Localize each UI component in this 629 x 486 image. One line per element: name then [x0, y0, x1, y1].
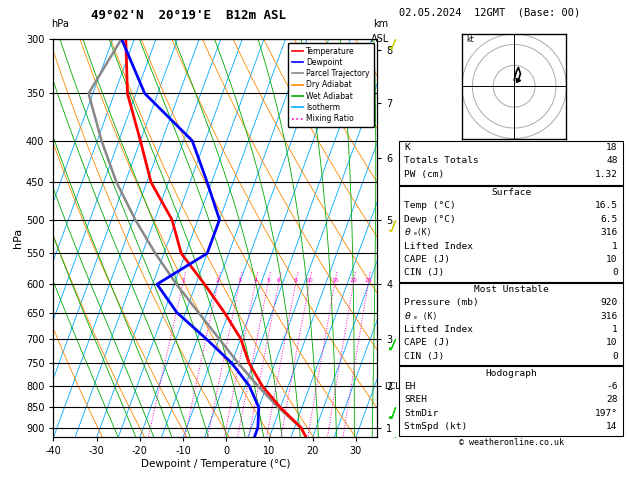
- Text: 02.05.2024  12GMT  (Base: 00): 02.05.2024 12GMT (Base: 00): [399, 7, 581, 17]
- Text: kt: kt: [466, 35, 474, 44]
- Text: 5: 5: [266, 278, 270, 283]
- Text: 10: 10: [606, 255, 618, 264]
- Text: 316: 316: [601, 312, 618, 321]
- Text: © weatheronline.co.uk: © weatheronline.co.uk: [459, 438, 564, 448]
- Text: 197°: 197°: [594, 409, 618, 418]
- Text: CAPE (J): CAPE (J): [404, 338, 450, 347]
- Text: 16.5: 16.5: [594, 201, 618, 210]
- Text: 6: 6: [277, 278, 281, 283]
- Text: 0: 0: [612, 268, 618, 278]
- Text: θ: θ: [404, 228, 410, 237]
- Text: PW (cm): PW (cm): [404, 170, 445, 179]
- Text: Most Unstable: Most Unstable: [474, 285, 548, 294]
- Text: 1: 1: [612, 325, 618, 334]
- Text: StmDir: StmDir: [404, 409, 439, 418]
- Text: 920: 920: [601, 298, 618, 308]
- Text: 49°02'N  20°19'E  B12m ASL: 49°02'N 20°19'E B12m ASL: [91, 9, 286, 22]
- Text: Totals Totals: Totals Totals: [404, 156, 479, 166]
- Text: 1.32: 1.32: [594, 170, 618, 179]
- Text: CIN (J): CIN (J): [404, 352, 445, 361]
- Text: 3: 3: [238, 278, 242, 283]
- Text: StmSpd (kt): StmSpd (kt): [404, 422, 468, 431]
- Text: ₑ(K): ₑ(K): [413, 228, 432, 237]
- Text: 18: 18: [606, 143, 618, 152]
- Text: 2: 2: [216, 278, 220, 283]
- Text: EH: EH: [404, 382, 416, 391]
- Text: -6: -6: [606, 382, 618, 391]
- Text: Lifted Index: Lifted Index: [404, 242, 474, 251]
- Text: LCL: LCL: [384, 382, 400, 391]
- Text: Surface: Surface: [491, 188, 531, 197]
- Text: 10: 10: [306, 278, 313, 283]
- Text: Temp (°C): Temp (°C): [404, 201, 456, 210]
- Text: Dewp (°C): Dewp (°C): [404, 215, 456, 224]
- Text: 14: 14: [606, 422, 618, 431]
- Text: 20: 20: [350, 278, 357, 283]
- Text: CAPE (J): CAPE (J): [404, 255, 450, 264]
- X-axis label: Dewpoint / Temperature (°C): Dewpoint / Temperature (°C): [141, 459, 290, 469]
- Text: 0: 0: [612, 352, 618, 361]
- Text: ₑ (K): ₑ (K): [413, 312, 437, 321]
- Text: 6.5: 6.5: [601, 215, 618, 224]
- Text: 25: 25: [364, 278, 372, 283]
- Text: 1: 1: [612, 242, 618, 251]
- Text: Lifted Index: Lifted Index: [404, 325, 474, 334]
- Text: CIN (J): CIN (J): [404, 268, 445, 278]
- Text: 15: 15: [331, 278, 339, 283]
- Y-axis label: hPa: hPa: [13, 228, 23, 248]
- Text: 48: 48: [606, 156, 618, 166]
- Text: SREH: SREH: [404, 395, 428, 404]
- Text: 1: 1: [181, 278, 185, 283]
- Text: Pressure (mb): Pressure (mb): [404, 298, 479, 308]
- Text: 28: 28: [606, 395, 618, 404]
- Text: 316: 316: [601, 228, 618, 237]
- Legend: Temperature, Dewpoint, Parcel Trajectory, Dry Adiabat, Wet Adiabat, Isotherm, Mi: Temperature, Dewpoint, Parcel Trajectory…: [288, 43, 374, 127]
- Text: K: K: [404, 143, 410, 152]
- Text: 8: 8: [294, 278, 298, 283]
- Text: θ: θ: [404, 312, 410, 321]
- Text: km: km: [373, 19, 388, 29]
- Text: ASL: ASL: [371, 34, 390, 44]
- Text: 10: 10: [606, 338, 618, 347]
- Text: Hodograph: Hodograph: [485, 368, 537, 378]
- Text: 4: 4: [253, 278, 257, 283]
- Text: hPa: hPa: [52, 19, 69, 29]
